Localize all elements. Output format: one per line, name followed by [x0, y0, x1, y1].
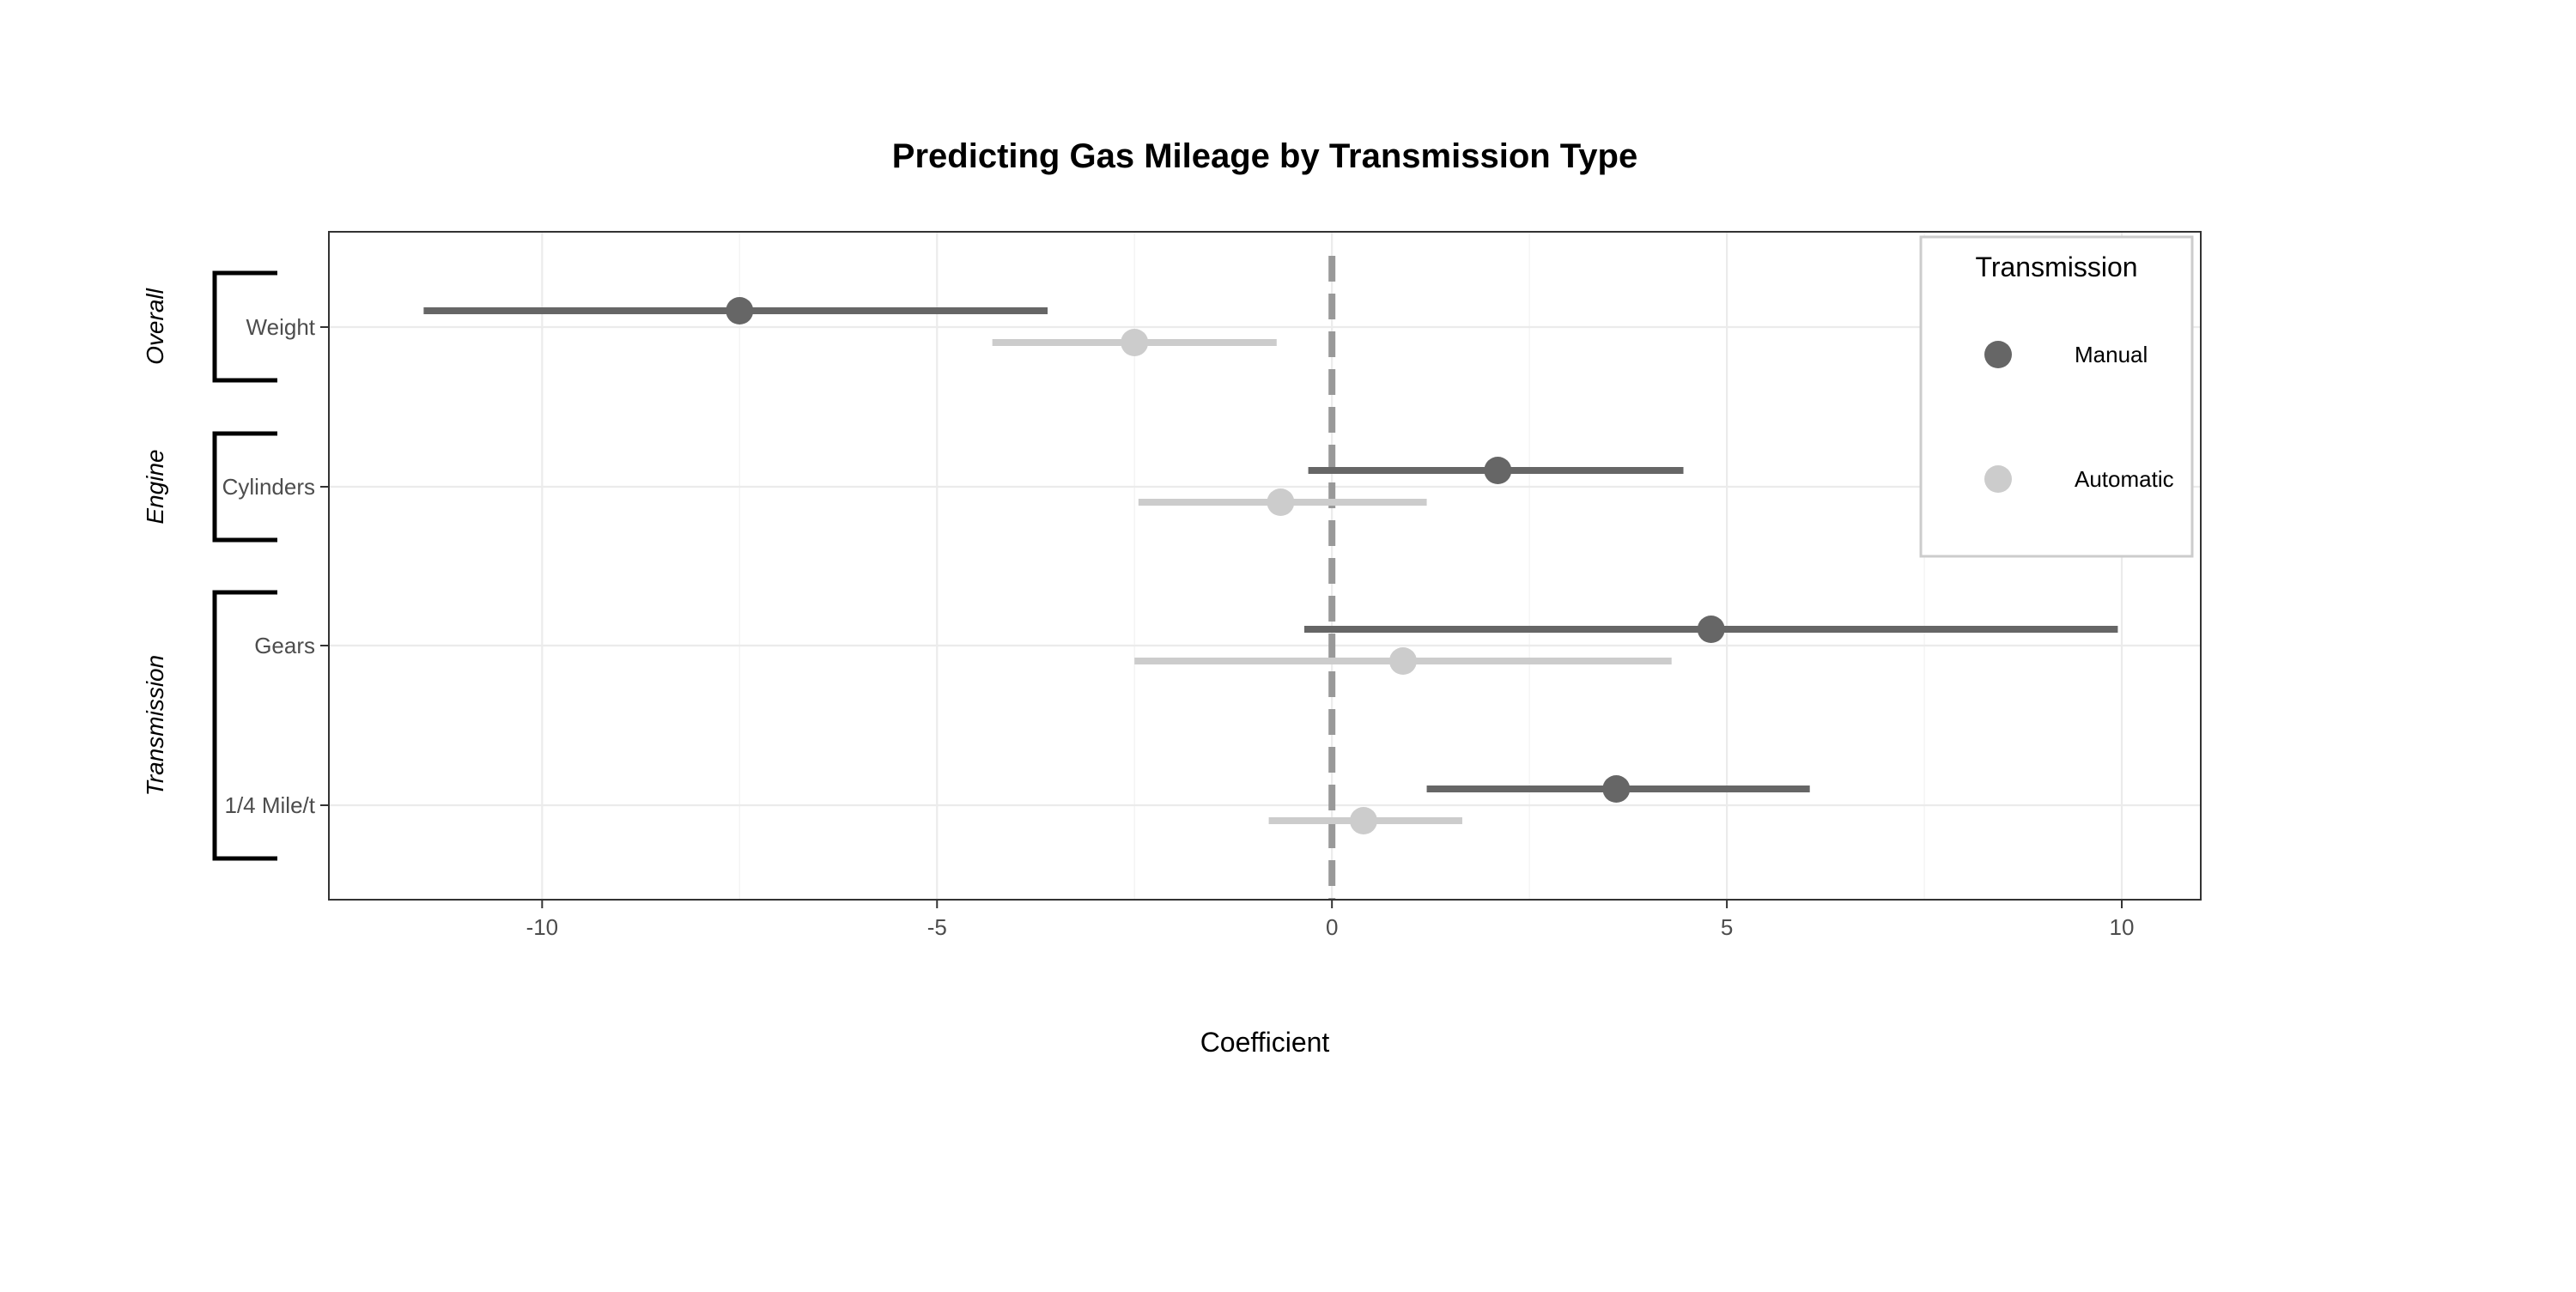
x-tick-label: 0 — [1326, 914, 1338, 940]
group-bracket-engine — [212, 431, 277, 543]
y-tick-label: Gears — [254, 633, 315, 658]
x-axis: -10 -5 0 5 10 — [526, 900, 2135, 940]
manual-point-cylinders — [1484, 457, 1512, 484]
automatic-point-1-4-mile-t — [1349, 807, 1377, 834]
x-tick-label: 10 — [2110, 914, 2135, 940]
manual-point-weight — [726, 297, 754, 325]
group-bracket-transmission — [212, 590, 277, 861]
legend-key-manual — [1984, 341, 2012, 368]
y-tick-label: 1/4 Mile/t — [225, 792, 316, 818]
legend-box — [1919, 235, 2194, 558]
automatic-point-weight — [1121, 329, 1149, 356]
y-tick-label: Cylinders — [222, 474, 315, 500]
group-label-engine: Engine — [142, 449, 168, 524]
group-label-transmission: Transmission — [142, 655, 168, 796]
x-tick-label: 5 — [1721, 914, 1733, 940]
manual-point-gears — [1697, 616, 1725, 643]
y-axis: Weight Cylinders Gears 1/4 Mile/t — [222, 314, 329, 818]
x-tick-label: -10 — [526, 914, 559, 940]
legend-key-automatic — [1984, 465, 2012, 493]
y-tick-label: Weight — [246, 314, 316, 340]
manual-point-1-4-mile-t — [1602, 775, 1631, 803]
group-brackets: Overall Engine Transmission — [142, 270, 277, 861]
legend-title: Transmission — [1975, 252, 2137, 282]
x-axis-title: Coefficient — [1200, 1027, 1330, 1058]
legend-label-automatic: Automatic — [2075, 466, 2174, 492]
group-bracket-overall — [212, 270, 277, 383]
legend: Transmission Manual Automatic — [1919, 235, 2194, 558]
automatic-point-cylinders — [1267, 488, 1295, 516]
automatic-point-gears — [1388, 647, 1417, 675]
chart-title: Predicting Gas Mileage by Transmission T… — [892, 137, 1637, 175]
series-layer — [423, 297, 2118, 834]
legend-label-manual: Manual — [2075, 342, 2148, 367]
x-tick-label: -5 — [927, 914, 947, 940]
group-label-overall: Overall — [142, 288, 168, 364]
plot-panel-border — [328, 231, 2202, 901]
